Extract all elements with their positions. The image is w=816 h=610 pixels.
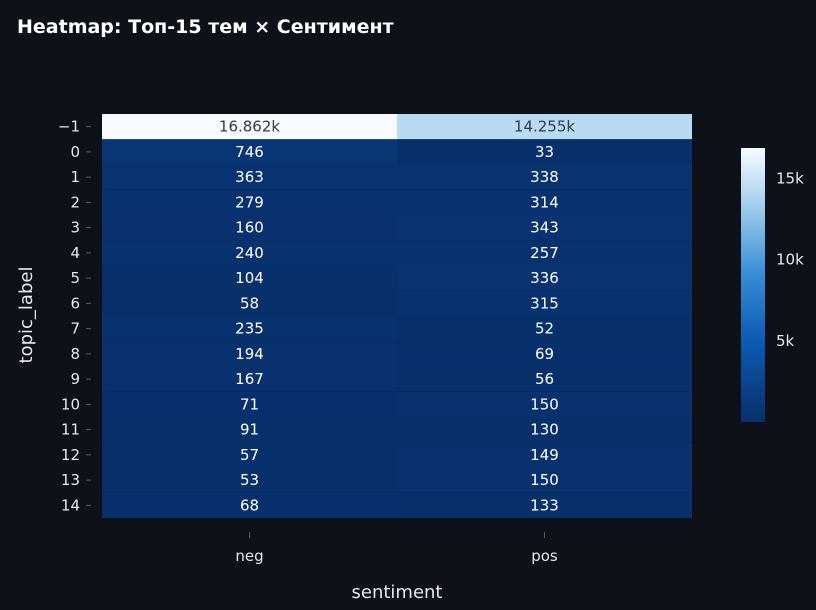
cell-value-label: 68 [240,496,259,514]
y-tick-label: 2 [70,193,80,211]
y-tick-label: 3 [70,219,80,237]
cell-value-label: 314 [530,193,559,211]
cell-value-label: 149 [530,446,559,464]
cell-value-label: 279 [235,193,264,211]
heatmap-cell[interactable] [397,366,692,392]
cell-value-label: 57 [240,446,259,464]
cell-value-label: 133 [530,496,559,514]
cell-value-label: 52 [535,320,554,338]
heatmap-cell[interactable] [102,391,397,417]
heatmap-cell[interactable] [397,189,692,215]
heatmap-cell[interactable] [102,265,397,291]
y-tick-label: 7 [70,320,80,338]
heatmap-cell[interactable] [397,417,692,443]
heatmap-cells [102,114,692,518]
cell-value-label: 56 [535,370,554,388]
cell-value-label: 336 [530,269,559,287]
heatmap-cell[interactable] [102,215,397,241]
heatmap-cell[interactable] [397,467,692,493]
heatmap-cell[interactable] [102,492,397,518]
x-axis: neg pos [235,532,558,565]
x-axis-title: sentiment [352,582,443,603]
cell-value-label: 235 [235,320,264,338]
cell-value-label: 363 [235,168,264,186]
y-tick-label: 10 [61,395,80,413]
y-tick-label: 8 [70,345,80,363]
cell-value-label: 150 [530,471,559,489]
y-tick-label: 1 [70,168,80,186]
cell-value-label: 53 [240,471,259,489]
heatmap-cell[interactable] [397,442,692,468]
cell-value-label: 130 [530,421,559,439]
cell-value-label: 167 [235,370,264,388]
y-tick-label: 6 [70,294,80,312]
x-tick-label: neg [235,547,263,565]
y-tick-label: 12 [61,446,80,464]
cell-value-label: 16.862k [219,118,280,136]
heatmap-cell[interactable] [102,417,397,443]
heatmap-cell[interactable] [397,290,692,316]
y-tick-label: 4 [70,244,80,262]
heatmap-cell[interactable] [397,114,692,140]
x-tick-label: pos [531,547,558,565]
cell-value-label: 71 [240,395,259,413]
heatmap-cell[interactable] [102,442,397,468]
heatmap-cell[interactable] [102,189,397,215]
y-tick-label: 13 [61,471,80,489]
cell-value-label: 315 [530,294,559,312]
y-tick-label: −1 [58,118,80,136]
cell-value-label: 746 [235,143,264,161]
cell-value-label: 194 [235,345,264,363]
cell-value-label: 91 [240,421,259,439]
heatmap-cell[interactable] [102,114,397,140]
cell-value-label: 338 [530,168,559,186]
cell-value-label: 69 [535,345,554,363]
heatmap-cell[interactable] [102,240,397,266]
heatmap-cell[interactable] [102,164,397,190]
cell-value-label: 257 [530,244,559,262]
y-axis-title: topic_label [16,267,37,364]
y-tick-label: 11 [61,421,80,439]
cell-value-label: 14.255k [514,118,575,136]
heatmap-cell-labels: 16.862k 14.255k 746 33 363 338 279 314 160 343 240… [219,118,575,515]
heatmap-cell[interactable] [397,215,692,241]
heatmap-cell[interactable] [397,265,692,291]
heatmap-cell[interactable] [397,164,692,190]
heatmap-cell[interactable] [102,366,397,392]
heatmap-cell[interactable] [397,492,692,518]
heatmap-cell[interactable] [397,240,692,266]
cell-value-label: 343 [530,219,559,237]
heatmap-cell[interactable] [397,391,692,417]
heatmap-cell[interactable] [397,139,692,165]
colorbar-tick-label: 5k [776,332,795,350]
cell-value-label: 150 [530,395,559,413]
colorbar-tick-label: 15k [776,169,804,187]
y-tick-label: 0 [70,143,80,161]
colorbar-tick-label: 10k [776,251,804,269]
y-tick-label: 9 [70,370,80,388]
cell-value-label: 240 [235,244,264,262]
heatmap-cell[interactable] [102,139,397,165]
heatmap-cell[interactable] [102,341,397,367]
cell-value-label: 58 [240,294,259,312]
cell-value-label: 104 [235,269,264,287]
heatmap-cell[interactable] [102,467,397,493]
cell-value-label: 160 [235,219,264,237]
colorbar: 5k 10k 15k [741,148,804,422]
heatmap-cell[interactable] [397,341,692,367]
heatmap-cell[interactable] [397,316,692,342]
y-tick-label: 14 [61,496,80,514]
chart-title: Heatmap: Топ-15 тем × Сентимент [17,16,394,38]
heatmap-cell[interactable] [102,316,397,342]
heatmap-cell[interactable] [102,290,397,316]
colorbar-gradient [741,148,765,422]
cell-value-label: 33 [535,143,554,161]
y-tick-label: 5 [70,269,80,287]
